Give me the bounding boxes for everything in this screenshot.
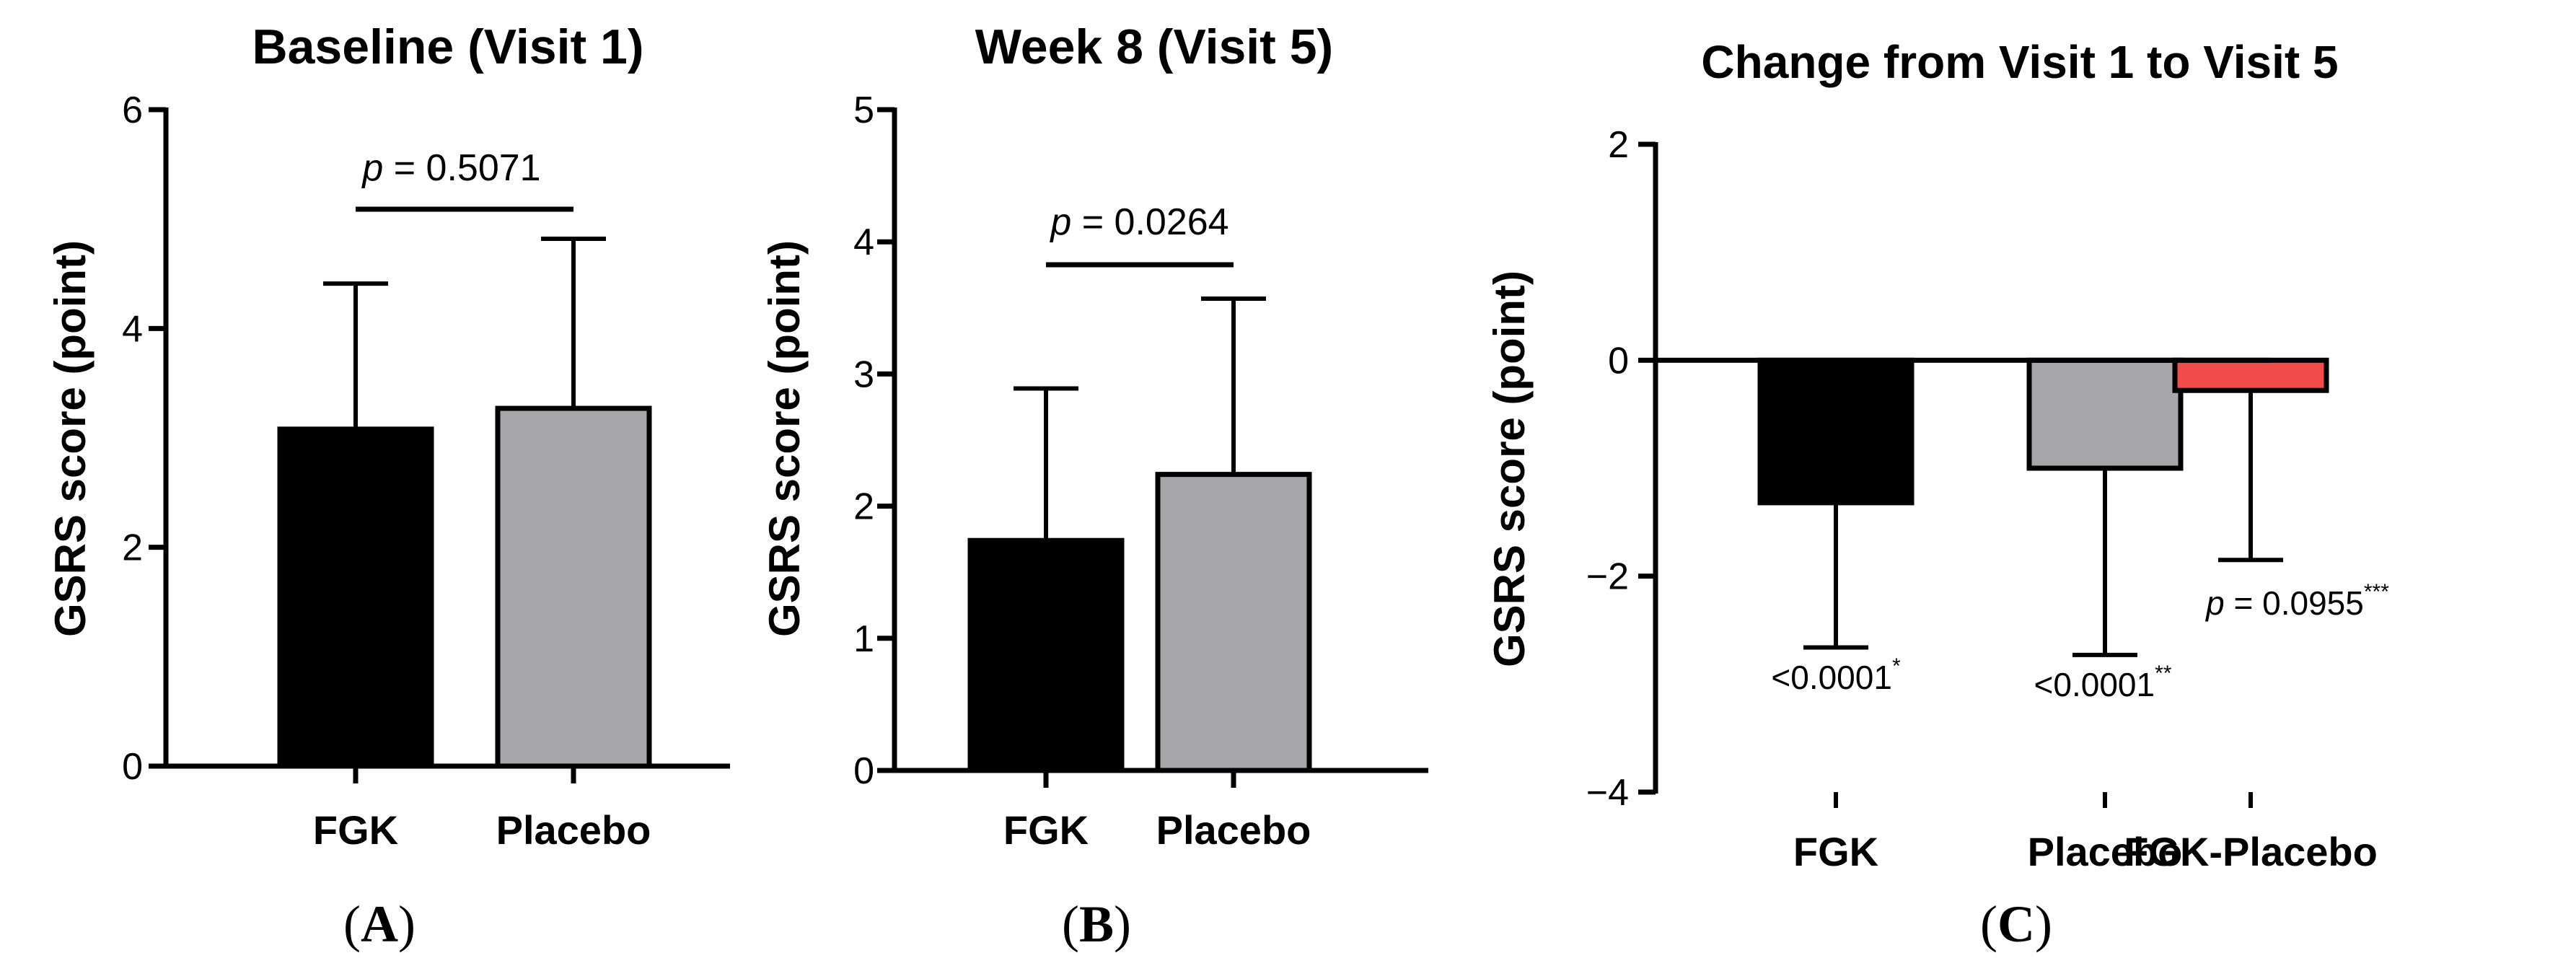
significance-marker: ** [2155, 662, 2172, 685]
y-tick-label: 4 [122, 308, 143, 350]
panel-label-letter: A [361, 895, 398, 953]
p-value-text: = 0.5071 [383, 147, 540, 189]
bar-placebo [495, 405, 652, 769]
p-symbol: p [1049, 201, 1071, 243]
x-tick-label: Placebo [2028, 829, 2183, 874]
chart-panel-a: Baseline (Visit 1) GSRS score (point) 0 2 4 6… [46, 19, 730, 953]
p-value-text: <0.0001 [1771, 659, 1892, 696]
p-value-text: = 0.0264 [1071, 201, 1228, 243]
significance-marker: * [1892, 654, 1901, 678]
chart-title: Baseline (Visit 1) [252, 19, 644, 74]
chart-panel-c: Change from Visit 1 to Visit 5 GSRS score… [1485, 36, 2389, 953]
panel-label-open: ( [1062, 895, 1079, 953]
p-symbol: p [2204, 584, 2225, 622]
x-tick-label: FGK [1793, 829, 1878, 874]
y-axis-label: GSRS score (point) [46, 240, 94, 637]
chart-title: Change from Visit 1 to Visit 5 [1701, 36, 2338, 88]
chart-panel-b: Week 8 (Visit 5) GSRS score (point) 0 1 2 3 4 5… [760, 19, 1428, 953]
x-tick-label: FGK-Placebo [2124, 829, 2378, 874]
panel-label-open: ( [1980, 895, 1997, 953]
panel-label-close: ) [2035, 895, 2052, 953]
y-axis-label: GSRS score (point) [1485, 271, 1534, 667]
y-tick-label: 5 [853, 89, 874, 131]
panel-label: (C) [1980, 895, 2052, 953]
panel-label-close: ) [398, 895, 416, 953]
y-tick-label: −4 [1586, 772, 1629, 814]
p-value-annotation: p = 0.0955*** [2204, 580, 2389, 622]
y-tick-label: 0 [1608, 340, 1629, 382]
p-value-text: <0.0001 [2034, 666, 2155, 703]
p-symbol: p [361, 147, 383, 189]
y-tick-label: 2 [853, 486, 874, 528]
y-tick-label: 3 [853, 353, 874, 395]
x-tick-label: FGK [313, 807, 398, 853]
panel-label: (A) [343, 895, 416, 953]
p-value-annotation: <0.0001** [2034, 662, 2172, 703]
bar-fgk [277, 426, 434, 769]
panel-label-open: ( [343, 895, 361, 953]
p-value-text: = 0.0955 [2225, 584, 2364, 622]
x-tick-label: Placebo [1156, 807, 1311, 853]
y-tick-label: 0 [122, 746, 143, 788]
y-tick-label: 6 [122, 89, 143, 131]
x-tick-label: Placebo [496, 807, 651, 853]
bar-fgk [967, 537, 1125, 773]
y-tick-label: 0 [853, 750, 874, 792]
bar-placebo [2026, 357, 2184, 471]
y-tick-label: −2 [1586, 556, 1629, 598]
panel-label-close: ) [1114, 895, 1131, 953]
x-tick-label: FGK [1003, 807, 1089, 853]
y-axis-label: GSRS score (point) [760, 240, 809, 637]
p-value-label: p = 0.5071 [361, 147, 540, 189]
y-tick-label: 4 [853, 221, 874, 263]
significance-marker: *** [2364, 580, 2389, 604]
p-value-annotation: <0.0001* [1771, 654, 1901, 696]
y-tick-label: 2 [122, 527, 143, 569]
p-value-label: p = 0.0264 [1049, 201, 1228, 243]
bar-placebo [1155, 472, 1312, 773]
y-tick-label: 2 [1608, 124, 1629, 166]
chart-title: Week 8 (Visit 5) [975, 19, 1333, 74]
panel-label-letter: B [1079, 895, 1114, 953]
panel-label: (B) [1062, 895, 1131, 953]
bar-fgk [1757, 357, 1915, 506]
bar-fgk-placebo [2172, 357, 2329, 393]
y-tick-label: 1 [853, 618, 874, 660]
panel-label-letter: C [1997, 895, 2035, 953]
